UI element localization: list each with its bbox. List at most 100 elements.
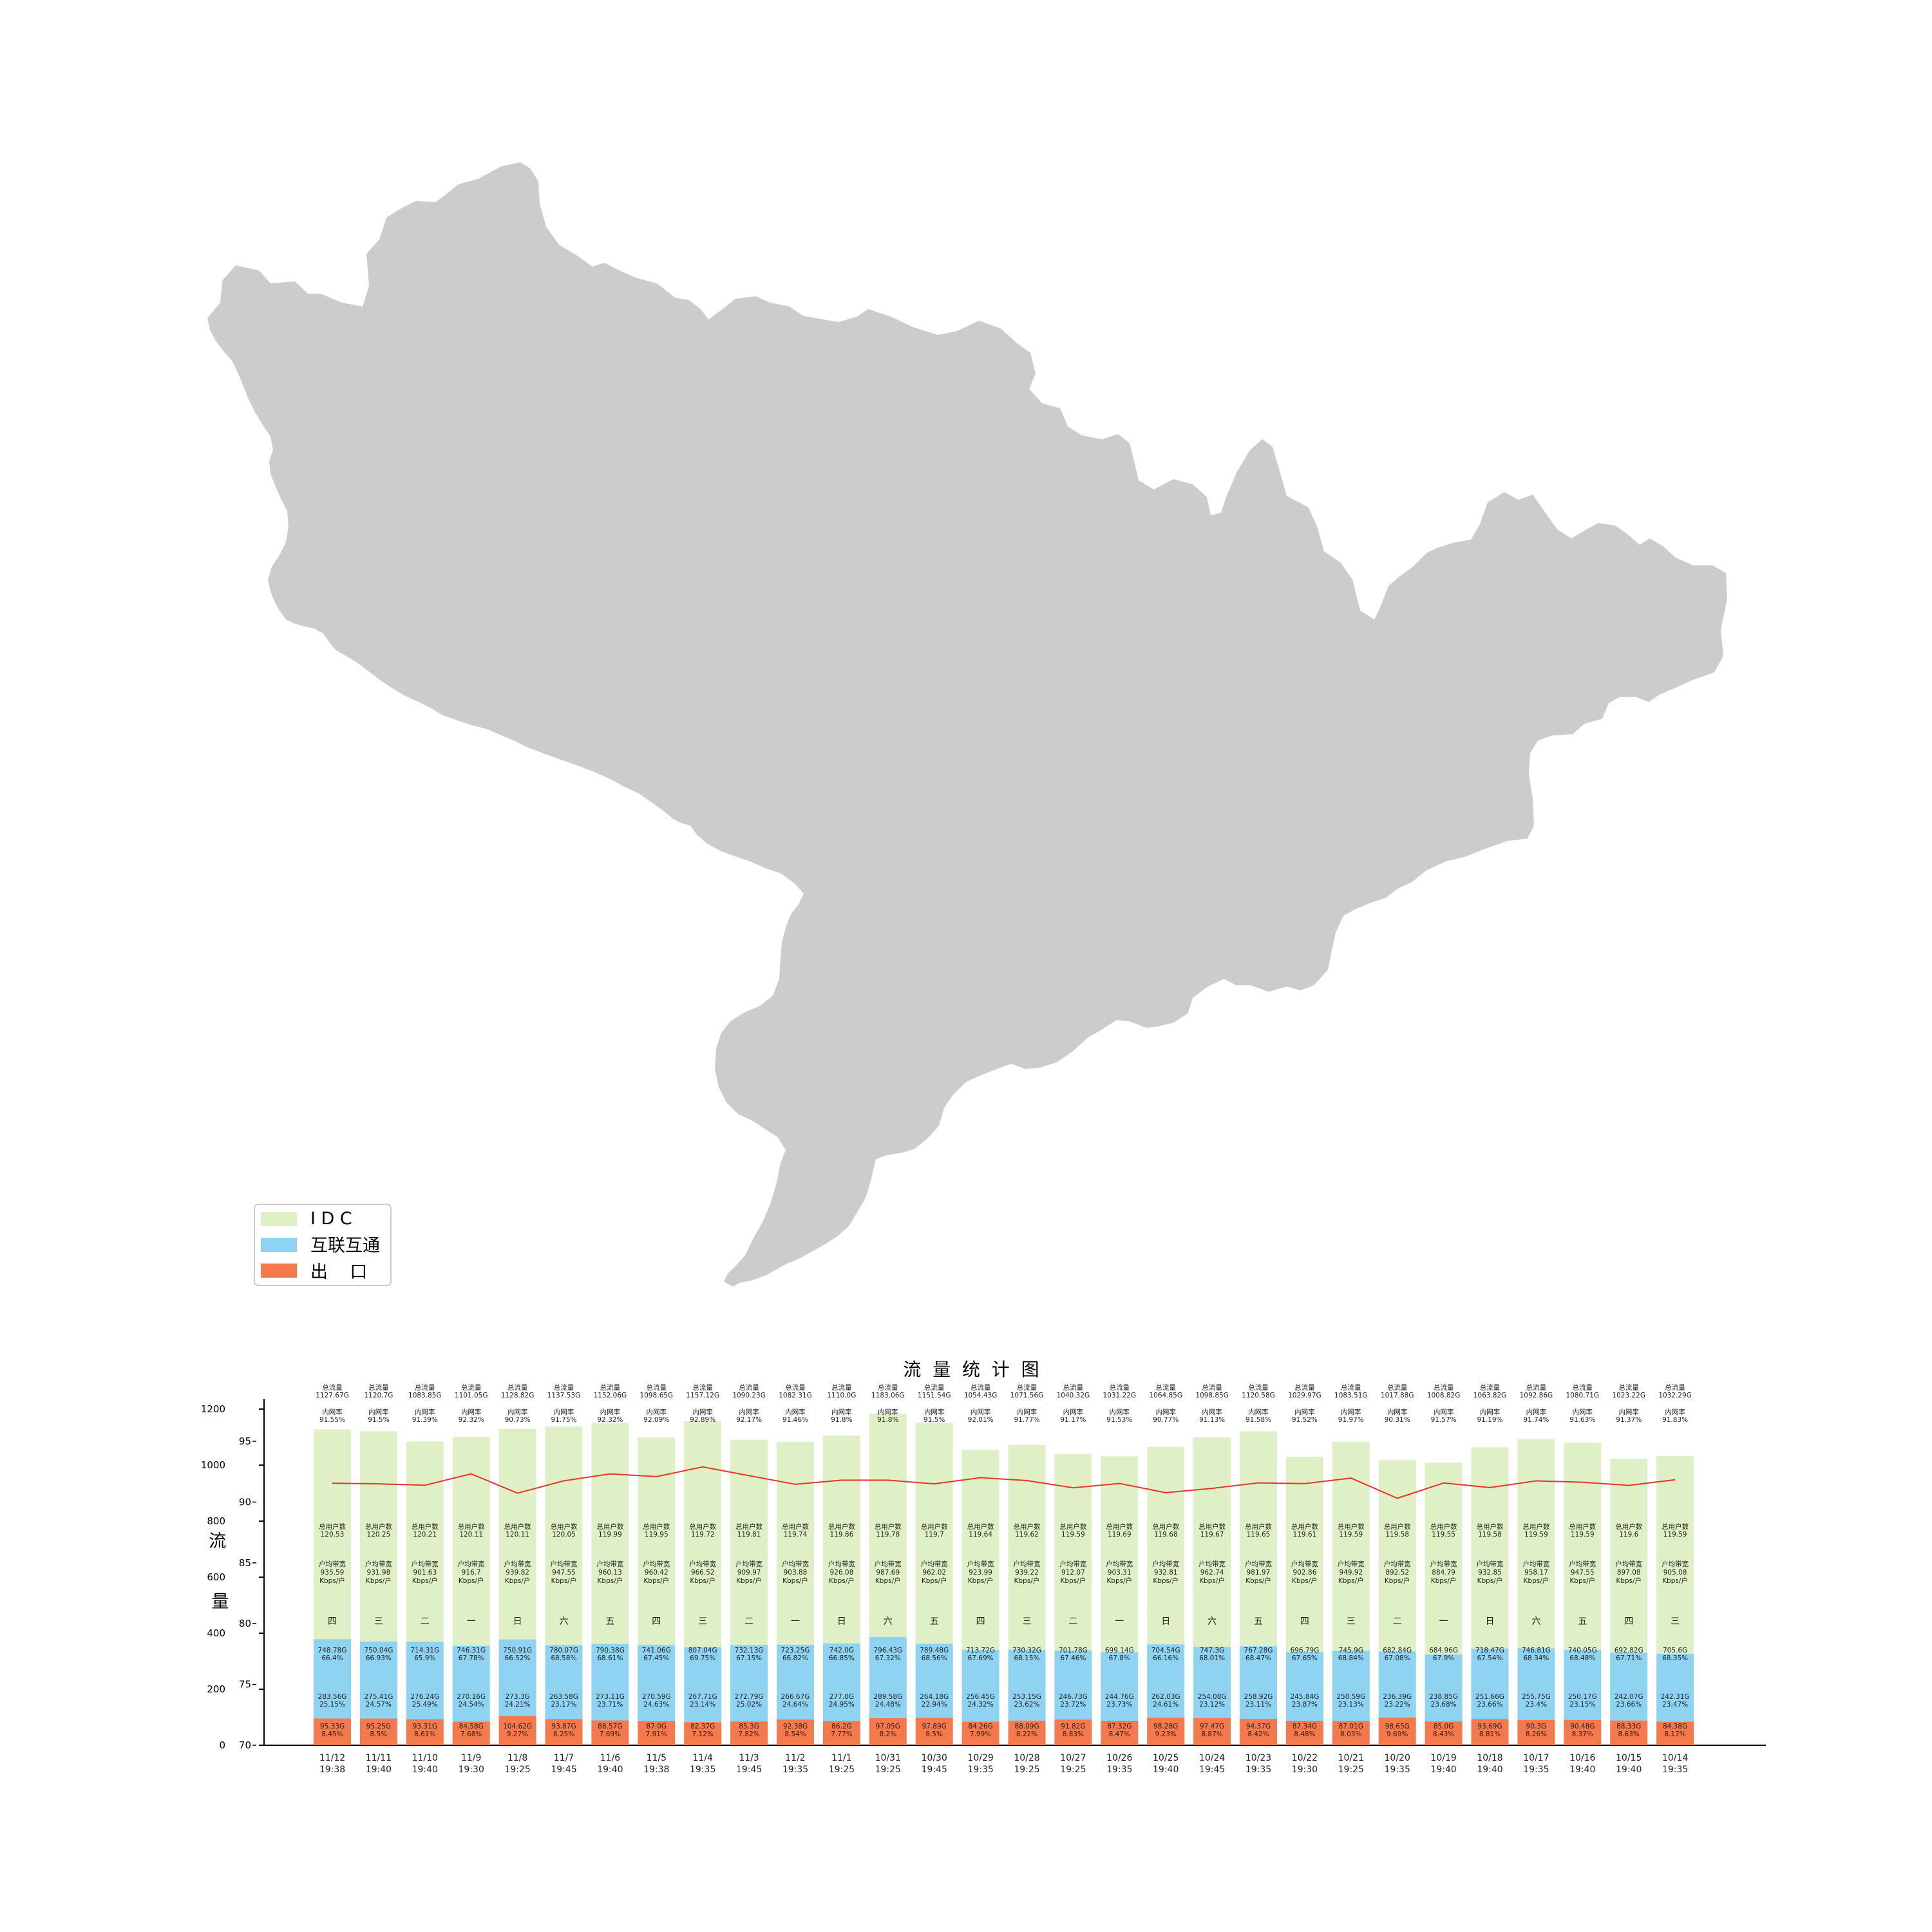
users-value: 119.78 [876, 1531, 900, 1539]
x-tick-time: 19:25 [1014, 1765, 1039, 1775]
weekday-label: 四 [1624, 1616, 1633, 1627]
avg-bandwidth-unit: Kbps/户 [1524, 1577, 1549, 1585]
avg-bandwidth-label: 户均带宽 [643, 1560, 670, 1568]
users-label: 总用户数 [1245, 1522, 1272, 1531]
avg-bandwidth-value: 916.7 [462, 1569, 481, 1577]
x-tick-time: 19:35 [1245, 1765, 1271, 1775]
bar-interconnect [1564, 1649, 1602, 1720]
bar-egress [359, 1718, 397, 1745]
bar-egress [591, 1720, 629, 1745]
x-tick-date: 11/12 [319, 1753, 345, 1763]
inner-rate-value: 92.09% [643, 1416, 669, 1424]
total-label: 总流量 [322, 1383, 343, 1392]
bar-idc [1378, 1460, 1416, 1652]
x-tick-date: 10/16 [1569, 1753, 1595, 1763]
x-tick-date: 10/23 [1245, 1753, 1271, 1763]
inner-rate-label: 内网率 [322, 1408, 343, 1416]
avg-bandwidth-unit: Kbps/户 [505, 1577, 531, 1585]
total-value: 1101.05G [455, 1392, 488, 1399]
avg-bandwidth-unit: Kbps/户 [643, 1577, 669, 1585]
bar-idc [1101, 1456, 1139, 1653]
avg-bandwidth-value: 903.88 [784, 1569, 808, 1577]
interconnect-percent: 23.71% [597, 1701, 623, 1709]
total-label: 总流量 [878, 1383, 898, 1392]
total-value: 1128.82G [501, 1392, 535, 1399]
total-label: 总流量 [971, 1383, 991, 1392]
avg-bandwidth-value: 962.02 [922, 1569, 946, 1577]
bar-idc [1193, 1437, 1231, 1647]
users-label: 总用户数 [875, 1522, 902, 1531]
interconnect-percent: 24.63% [643, 1701, 669, 1709]
avg-bandwidth-unit: Kbps/户 [319, 1577, 345, 1585]
egress-value: 94.37G [1246, 1723, 1271, 1730]
avg-bandwidth-value: 926.08 [830, 1569, 854, 1577]
idc-percent: 67.65% [1292, 1654, 1318, 1662]
bar-interconnect [1008, 1649, 1046, 1721]
interconnect-percent: 23.22% [1385, 1701, 1410, 1709]
avg-bandwidth-value: 884.79 [1432, 1569, 1455, 1577]
bar-egress [638, 1721, 676, 1745]
avg-bandwidth-unit: Kbps/户 [1061, 1577, 1086, 1585]
bar-egress [452, 1721, 490, 1745]
avg-bandwidth-value: 909.97 [737, 1569, 761, 1577]
bar-egress [1656, 1721, 1694, 1745]
inner-rate-label: 内网率 [1387, 1408, 1408, 1416]
x-tick-time: 19:30 [459, 1765, 484, 1775]
egress-percent: 8.61% [414, 1730, 435, 1738]
egress-percent: 9.27% [507, 1730, 528, 1738]
egress-percent: 8.25% [553, 1730, 574, 1738]
avg-bandwidth-unit: Kbps/户 [1616, 1577, 1642, 1585]
total-label: 总流量 [1248, 1383, 1269, 1392]
total-label: 总流量 [1294, 1383, 1315, 1392]
idc-percent: 67.46% [1060, 1654, 1086, 1662]
bar-interconnect [915, 1643, 953, 1718]
inner-rate-label: 内网率 [1434, 1408, 1454, 1416]
inner-rate-label: 内网率 [368, 1408, 389, 1416]
province-map [207, 162, 1727, 1287]
egress-value: 87.34G [1293, 1723, 1317, 1730]
users-value: 119.95 [645, 1531, 668, 1539]
total-label: 总流量 [1526, 1383, 1547, 1392]
users-label: 总用户数 [1198, 1522, 1226, 1531]
inner-rate-label: 内网率 [647, 1408, 667, 1416]
total-value: 1098.85G [1195, 1392, 1229, 1399]
interconnect-percent: 23.13% [1338, 1701, 1364, 1709]
avg-bandwidth-unit: Kbps/户 [459, 1577, 484, 1585]
total-value: 1127.67G [316, 1392, 349, 1399]
bar-idc [915, 1423, 953, 1644]
egress-percent: 8.87% [1201, 1730, 1222, 1738]
idc-percent: 68.61% [597, 1654, 623, 1662]
weekday-label: 四 [652, 1616, 661, 1627]
idc-percent: 68.47% [1245, 1654, 1271, 1662]
bar-egress [1285, 1721, 1323, 1745]
x-tick-date: 10/14 [1662, 1753, 1688, 1763]
weekday-label: 五 [1578, 1616, 1587, 1627]
interconnect-percent: 24.48% [875, 1701, 901, 1709]
egress-value: 84.58G [459, 1723, 484, 1730]
total-value: 1023.22G [1612, 1392, 1645, 1399]
inner-rate-value: 91.19% [1477, 1416, 1502, 1424]
bar-interconnect [1656, 1653, 1694, 1722]
weekday-label: 三 [374, 1616, 383, 1627]
weekday-label: 五 [930, 1616, 939, 1627]
y2-axis-ticks: 70 75 80 85 90 95 [239, 1435, 256, 1751]
avg-bandwidth-label: 户均带宽 [1059, 1560, 1086, 1568]
egress-percent: 7.77% [831, 1730, 852, 1738]
users-value: 119.69 [1108, 1531, 1132, 1539]
idc-percent: 68.15% [1014, 1654, 1039, 1662]
bar-egress [869, 1718, 907, 1745]
users-label: 总用户数 [319, 1522, 346, 1531]
avg-bandwidth-value: 912.07 [1061, 1569, 1085, 1577]
inner-rate-label: 内网率 [1248, 1408, 1269, 1416]
avg-bandwidth-label: 户均带宽 [1291, 1560, 1318, 1568]
avg-bandwidth-unit: Kbps/户 [1153, 1577, 1179, 1585]
x-tick-time: 19:40 [1430, 1765, 1456, 1775]
inner-rate-label: 内网率 [415, 1408, 435, 1416]
avg-bandwidth-label: 户均带宽 [1615, 1560, 1642, 1568]
y-tick-label: 0 [219, 1739, 225, 1751]
interconnect-percent: 23.72% [1060, 1701, 1086, 1709]
total-value: 1083.85G [408, 1392, 442, 1399]
